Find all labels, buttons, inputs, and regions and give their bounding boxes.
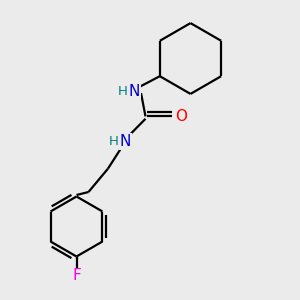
Text: N: N bbox=[129, 84, 140, 99]
Text: H: H bbox=[109, 135, 119, 148]
Text: H: H bbox=[118, 85, 128, 98]
Text: F: F bbox=[72, 268, 81, 284]
Text: N: N bbox=[120, 134, 131, 149]
Text: O: O bbox=[175, 109, 187, 124]
